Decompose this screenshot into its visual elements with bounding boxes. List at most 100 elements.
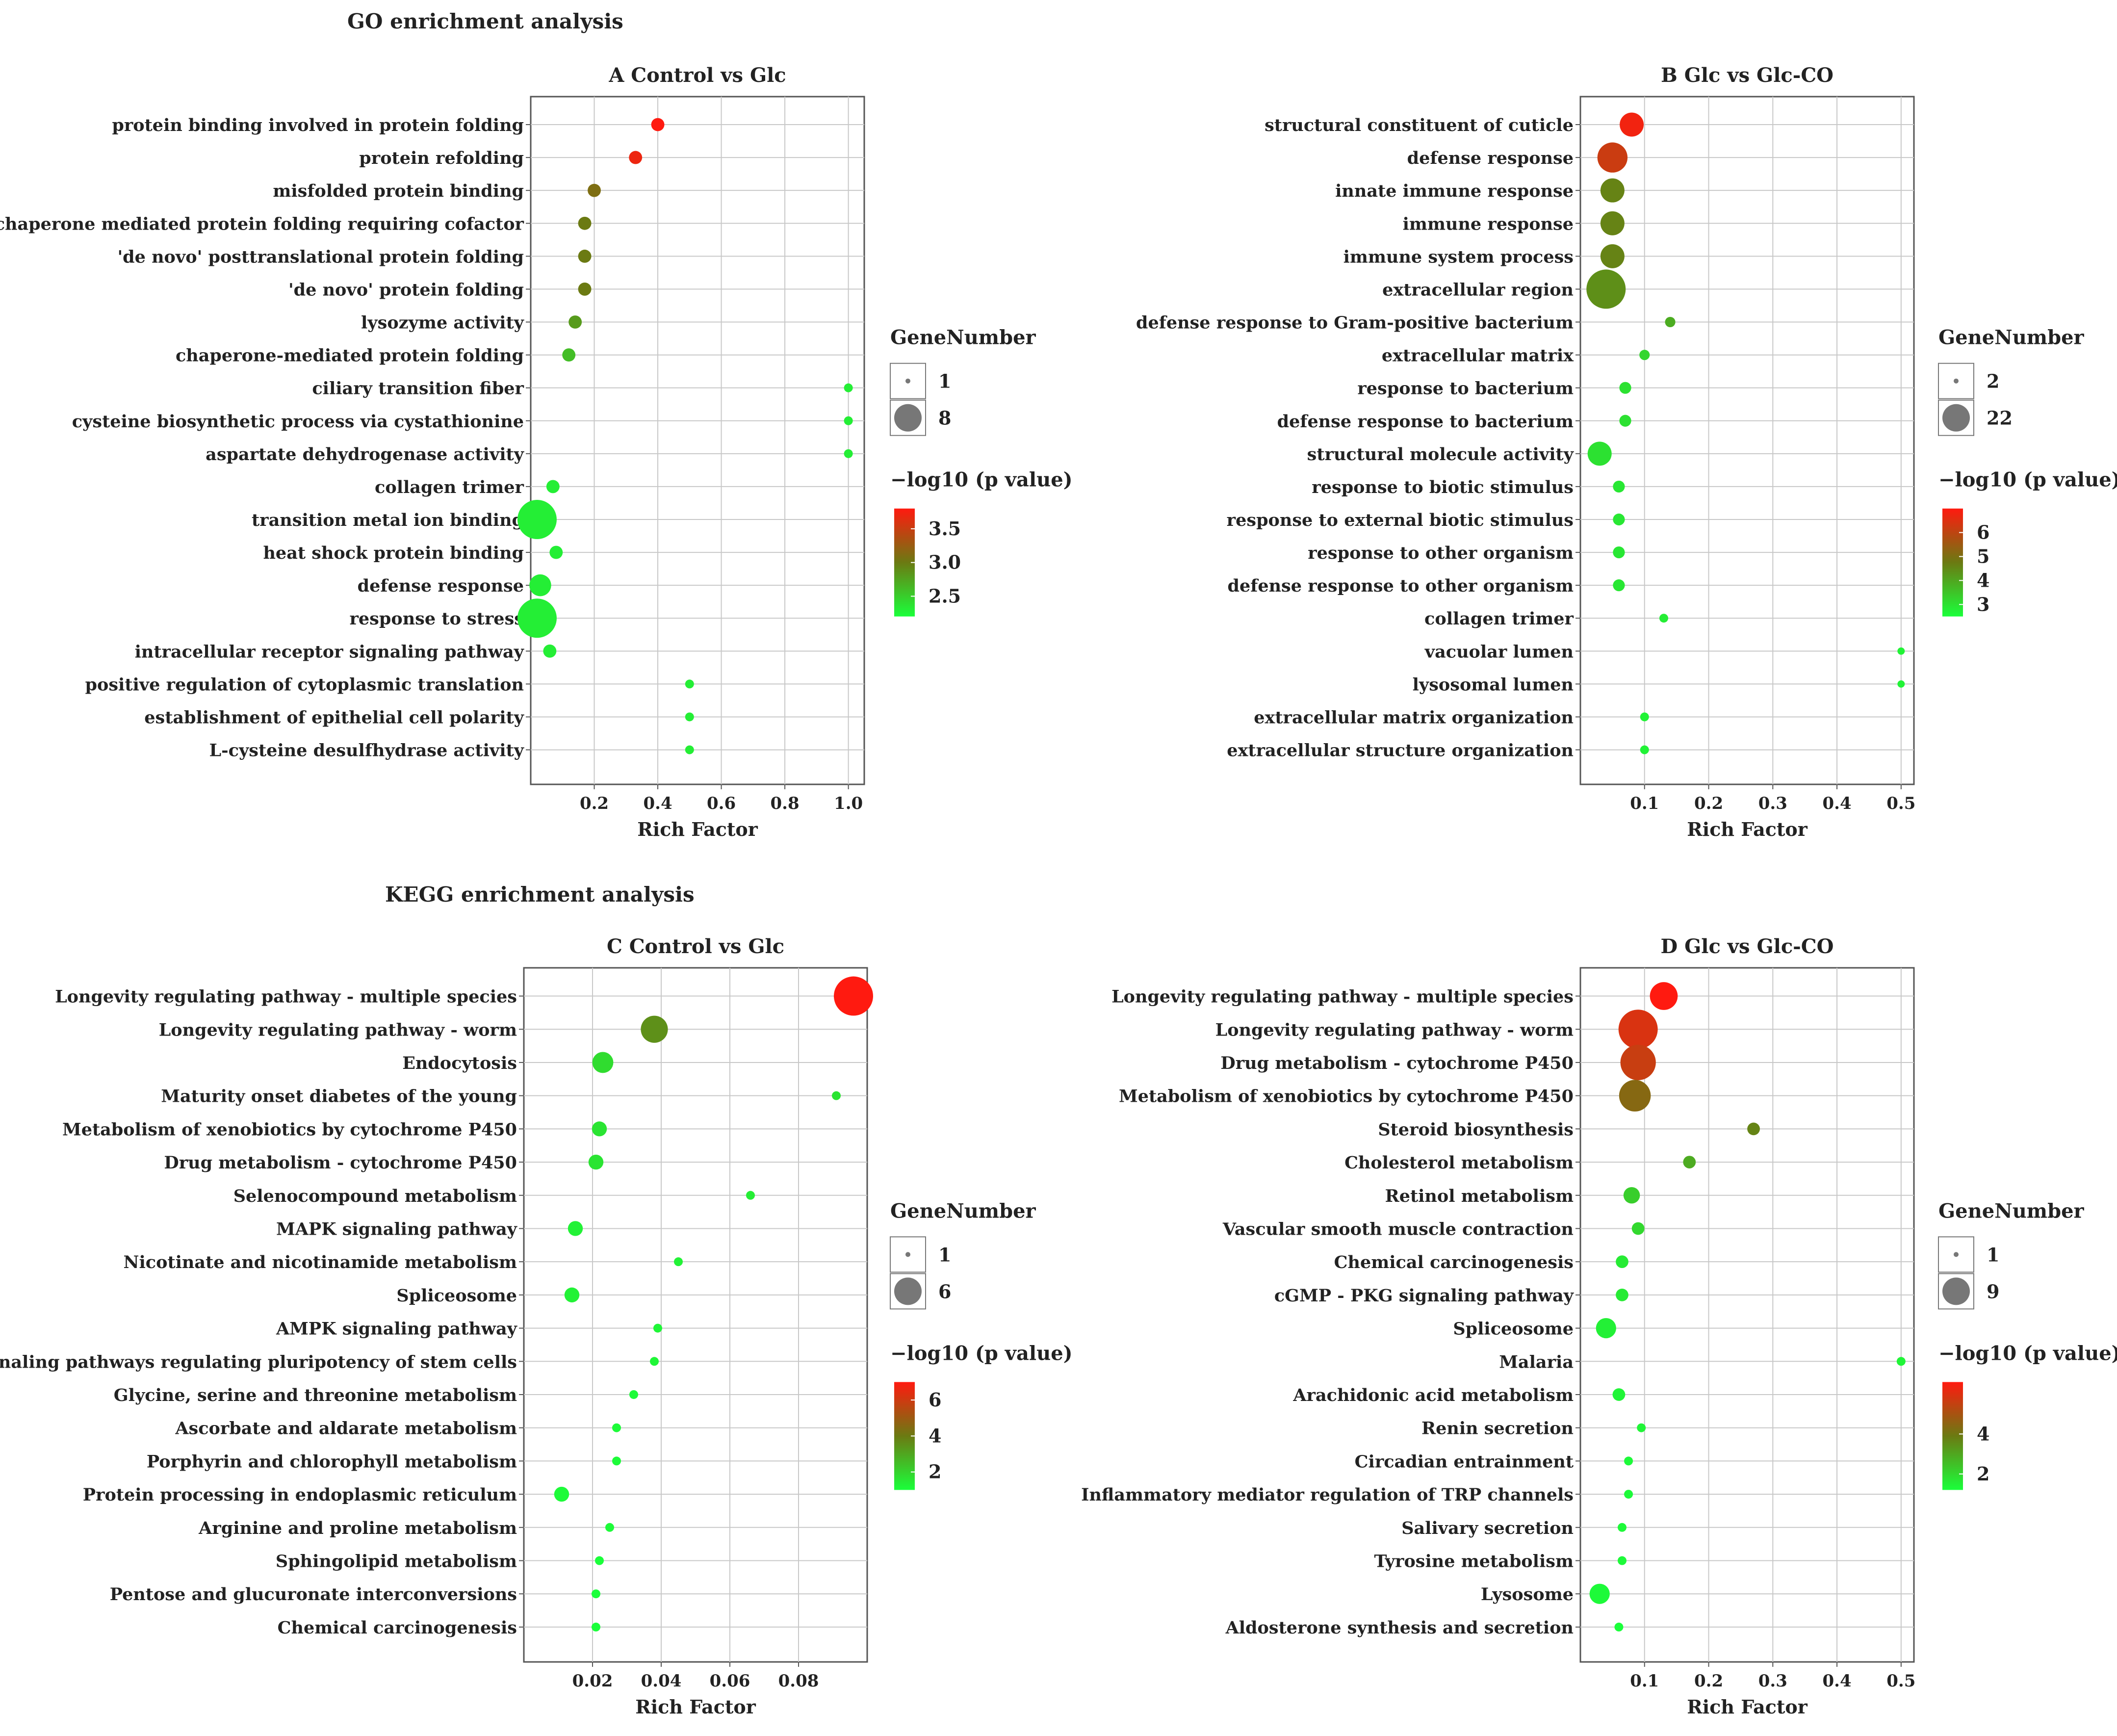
bubble <box>562 348 576 362</box>
bubble <box>832 1091 841 1100</box>
bubble <box>592 1589 600 1599</box>
term-label: Drug metabolism - cytochrome P450 <box>1220 1053 1574 1073</box>
term-label: defense response <box>1407 148 1574 168</box>
term-label: Arginine and proline metabolism <box>198 1518 517 1538</box>
plot-frame <box>523 967 868 1663</box>
bubble <box>612 1456 621 1466</box>
bubble <box>844 416 853 425</box>
bubble <box>1620 1044 1656 1081</box>
term-label: 'de novo' posttranslational protein fold… <box>117 247 524 267</box>
term-label: MAPK signaling pathway <box>276 1219 518 1239</box>
bubble <box>1589 1583 1610 1604</box>
term-label: response to biotic stimulus <box>1312 477 1574 497</box>
panel-d: D Glc vs Glc-CO Longevity regulating path… <box>1081 935 2117 1718</box>
color-bar-label: 3.5 <box>929 518 961 540</box>
term-label: lysozyme activity <box>361 313 525 333</box>
bubble <box>1637 1423 1646 1432</box>
term-label: heat shock protein binding <box>263 543 524 563</box>
bubble <box>1614 1622 1624 1632</box>
term-label: Metabolism of xenobiotics by cytochrome … <box>62 1119 517 1140</box>
color-bar-label: 4 <box>1977 569 1989 591</box>
color-bar-label: 3 <box>1977 593 1989 615</box>
x-tick-label: 0.4 <box>643 794 672 813</box>
panel-title: D Glc vs Glc-CO <box>1661 935 1834 958</box>
bubble <box>834 976 873 1016</box>
term-label: Cholesterol metabolism <box>1344 1153 1574 1173</box>
term-label: Selenocompound metabolism <box>233 1186 517 1206</box>
term-label: collagen trimer <box>375 477 524 497</box>
term-label: Sphingolipid metabolism <box>276 1552 517 1572</box>
term-label: intracellular receptor signaling pathway <box>135 642 525 662</box>
bubble <box>1600 178 1625 203</box>
bubble <box>568 1221 583 1236</box>
color-bar-label: 2.5 <box>929 585 961 607</box>
size-legend-title: GeneNumber <box>890 1199 1036 1222</box>
color-bar-label: 6 <box>1977 521 1989 544</box>
term-label: Spliceosome <box>1453 1319 1574 1339</box>
term-label: transition metal ion binding <box>252 510 524 530</box>
term-label: aspartate dehydrogenase activity <box>206 444 524 465</box>
term-label: Signaling pathways regulating pluripoten… <box>0 1352 517 1372</box>
term-label: Chemical carcinogenesis <box>1334 1252 1574 1272</box>
bubble <box>549 545 563 559</box>
bubble <box>578 249 592 263</box>
bubble <box>629 151 643 164</box>
bubble <box>546 480 560 493</box>
panel-a: A Control vs Glc protein binding involved… <box>0 64 1073 840</box>
term-label: Nicotinate and nicotinamide metabolism <box>124 1252 517 1272</box>
term-label: 'de novo' protein folding <box>288 280 524 300</box>
x-axis-label: Rich Factor <box>1687 818 1808 840</box>
bubble <box>1897 680 1905 688</box>
x-axis-label: Rich Factor <box>635 1696 756 1718</box>
bubble <box>1587 441 1612 466</box>
term-label: Glycine, serine and threonine metabolism <box>114 1385 517 1405</box>
term-label: AMPK signaling pathway <box>276 1319 518 1339</box>
bubble <box>578 282 592 296</box>
size-legend-dot <box>905 378 910 384</box>
bubble <box>1597 142 1628 173</box>
bubble <box>1640 745 1649 754</box>
size-legend-label: 1 <box>1987 1244 1999 1266</box>
x-tick-label: 0.8 <box>771 794 800 813</box>
bubble <box>1600 211 1625 235</box>
term-label: extracellular matrix organization <box>1254 707 1574 727</box>
bubble <box>1618 1556 1626 1565</box>
term-label: Endocytosis <box>402 1053 517 1073</box>
bubble <box>1619 415 1631 427</box>
term-label: Aldosterone synthesis and secretion <box>1225 1618 1574 1638</box>
term-label: Tyrosine metabolism <box>1374 1552 1574 1572</box>
bubble <box>592 1052 614 1073</box>
term-label: Salivary secretion <box>1401 1518 1574 1538</box>
bubble <box>1896 1357 1906 1366</box>
panel-title: B Glc vs Glc-CO <box>1661 64 1833 87</box>
term-label: Longevity regulating pathway - multiple … <box>1111 987 1574 1007</box>
term-label: Pentose and glucuronate interconversions <box>110 1584 517 1605</box>
bubble <box>1665 316 1676 328</box>
bubble <box>1600 244 1625 268</box>
term-label: response to external biotic stimulus <box>1227 510 1574 530</box>
term-label: ciliary transition fiber <box>312 379 524 399</box>
term-label: Chemical carcinogenesis <box>278 1618 517 1638</box>
size-legend-title: GeneNumber <box>1938 326 2085 349</box>
bubble <box>1640 712 1649 722</box>
x-tick-label: 0.06 <box>710 1671 750 1691</box>
term-label: Metabolism of xenobiotics by cytochrome … <box>1119 1087 1574 1107</box>
term-label: defense response to bacterium <box>1277 412 1574 432</box>
bubble <box>674 1257 683 1267</box>
x-tick-label: 0.2 <box>1694 794 1723 813</box>
bubble <box>1613 480 1625 493</box>
term-label: Drug metabolism - cytochrome P450 <box>164 1153 517 1173</box>
x-tick-label: 0.6 <box>707 794 736 813</box>
term-label: collagen trimer <box>1424 609 1574 629</box>
bubble <box>1631 1222 1645 1235</box>
bubble <box>1747 1122 1760 1136</box>
bubble <box>1613 513 1625 526</box>
bubble <box>1586 269 1626 309</box>
bubble <box>1616 1289 1628 1301</box>
bubble <box>554 1486 569 1502</box>
bubble <box>1624 1456 1633 1466</box>
bubble <box>543 644 557 658</box>
panel-c: C Control vs Glc Longevity regulating pat… <box>0 935 1073 1718</box>
term-label: Retinol metabolism <box>1385 1186 1574 1206</box>
x-tick-label: 0.02 <box>572 1671 613 1691</box>
